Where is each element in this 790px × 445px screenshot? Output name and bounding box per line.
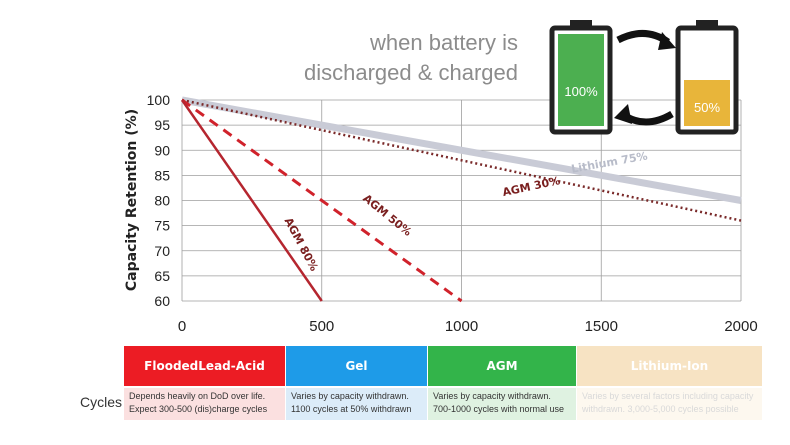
table-header: AGM — [428, 346, 576, 386]
x-tick-label: 1500 — [585, 318, 618, 335]
y-tick-label: 70 — [154, 243, 170, 259]
series-label: Lithium 75% — [570, 149, 648, 175]
y-tick-label: 75 — [154, 218, 170, 234]
table-cell: Varies by several factors including capa… — [577, 388, 762, 420]
series-line — [181, 98, 742, 222]
y-tick-label: 80 — [154, 193, 170, 209]
full-battery-icon — [549, 20, 613, 135]
series-line — [181, 98, 463, 303]
y-tick-label: 100 — [147, 92, 171, 108]
series-label: AGM 30% — [501, 174, 561, 199]
y-tick-label: 90 — [154, 142, 170, 158]
cycle-arrows-icon — [614, 30, 676, 126]
y-tick-label: 65 — [154, 268, 170, 284]
x-tick-label: 0 — [178, 318, 186, 335]
table-cell: Varies by capacity withdrawn. 1100 cycles… — [286, 388, 427, 420]
cycles-row-label: Cycles — [80, 394, 123, 410]
x-tick-label: 1000 — [445, 318, 478, 335]
table-header: Gel — [286, 346, 427, 386]
series-label: AGM 80% — [282, 215, 321, 273]
y-tick-label: 95 — [154, 117, 170, 133]
series-line — [181, 96, 742, 204]
series-label: AGM 50% — [360, 192, 414, 239]
table-cell: Depends heavily on DoD over life. Expect … — [124, 388, 285, 420]
y-tick-label: 85 — [154, 167, 170, 183]
headline-line-1: when battery is — [370, 30, 518, 55]
y-tick-label: 60 — [154, 293, 170, 309]
table-header: Flooded Lead-Acid — [124, 346, 285, 386]
y-axis-label: Capacity Retention (%) — [124, 109, 140, 291]
table-cell: Varies by capacity withdrawn. 700-1000 cy… — [428, 388, 576, 420]
table-header: Lithium-Ion — [577, 346, 762, 386]
half-battery-label: 50% — [693, 100, 721, 115]
full-battery-label: 100% — [564, 84, 598, 99]
half-battery-icon — [675, 20, 739, 135]
series-line — [180, 99, 323, 302]
headline-line-2: discharged & charged — [303, 60, 518, 85]
x-tick-label: 2000 — [724, 318, 757, 335]
x-tick-label: 500 — [309, 318, 334, 335]
